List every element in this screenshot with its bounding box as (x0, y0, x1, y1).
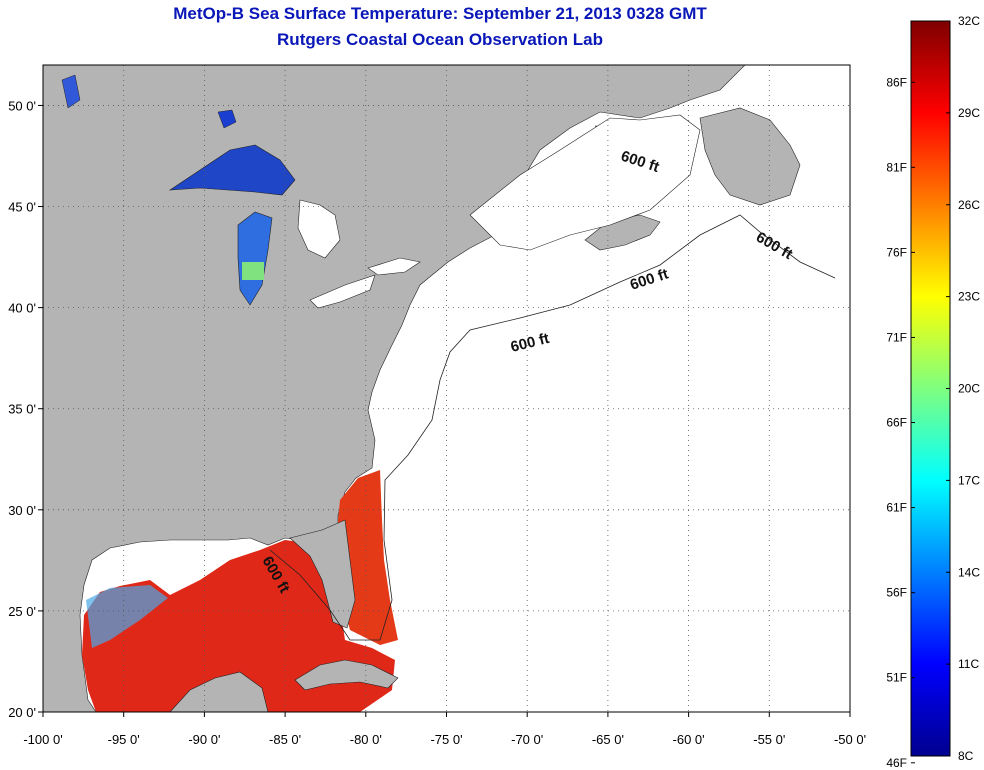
land-florida (289, 519, 356, 629)
colorbar-label-fahrenheit: 61F (886, 501, 907, 515)
colorbar-label-celsius: 20C (958, 382, 980, 396)
lake-huron (297, 199, 341, 259)
map-subtitle: Rutgers Coastal Ocean Observation Lab (277, 30, 603, 49)
y-tick-label: 25 0' (8, 604, 36, 619)
map-title: MetOp-B Sea Surface Temperature: Septemb… (173, 4, 707, 23)
contour-600ft (269, 214, 836, 641)
y-tick-label: 30 0' (8, 503, 36, 518)
land-north-america (43, 65, 746, 712)
lake-michigan-sst (237, 211, 273, 306)
colorbar-label-fahrenheit: 51F (886, 671, 907, 685)
lake-michigan-warm-patch (242, 262, 264, 280)
x-tick-label: -100 0' (23, 732, 62, 747)
y-tick-label: 45 0' (8, 200, 36, 215)
colorbar-label-celsius: 8C (958, 749, 974, 763)
colorbar-label-celsius: 14C (958, 565, 980, 579)
colorbar (910, 20, 951, 757)
y-tick-label: 20 0' (8, 705, 36, 720)
colorbar-label-fahrenheit: 81F (886, 160, 907, 174)
lake-ontario (367, 257, 421, 276)
colorbar-label-celsius: 11C (958, 657, 979, 671)
land-yucatan (169, 671, 269, 712)
x-tick-label: -90 0' (188, 732, 220, 747)
colorbar-label-celsius: 17C (958, 473, 980, 487)
x-tick-label: -65 0' (592, 732, 624, 747)
x-tick-label: -60 0' (673, 732, 705, 747)
y-tick-label: 35 0' (8, 402, 36, 417)
colorbar-label-fahrenheit: 56F (886, 586, 907, 600)
x-tick-label: -85 0' (269, 732, 301, 747)
land-cuba (294, 659, 399, 691)
x-tick-label: -50 0' (834, 732, 866, 747)
x-tick-label: -95 0' (108, 732, 140, 747)
colorbar-label-celsius: 26C (958, 198, 980, 212)
colorbar-label-fahrenheit: 76F (886, 245, 907, 259)
colorbar-label-fahrenheit: 86F (886, 75, 907, 89)
colorbar-label-celsius: 23C (958, 290, 980, 304)
lake-nipigon-sst (217, 109, 237, 129)
colorbar-label-celsius: 32C (958, 14, 980, 28)
colorbar-labels: 32C 29C 26C 23C 20C 17C 14C 11C 8C 86F 81F 76F 71F 66… (886, 14, 980, 770)
x-tick-label: -75 0' (430, 732, 462, 747)
colorbar-label-fahrenheit: 66F (886, 416, 907, 430)
x-tick-label: -80 0' (350, 732, 382, 747)
latitude-axis: 50 0' 45 0' 40 0' 35 0' 30 0' 25 0' 20 0' (8, 98, 43, 720)
gulf-cool-patch (86, 585, 168, 648)
colorbar-label-fahrenheit: 71F (886, 330, 907, 344)
gulf-st-lawrence (469, 114, 701, 251)
x-tick-label: -55 0' (753, 732, 785, 747)
y-tick-label: 50 0' (8, 98, 36, 113)
longitude-axis: -100 0' -95 0' -90 0' -85 0' -80 0' -75 0' -70… (23, 712, 866, 747)
land-newfoundland (699, 107, 801, 206)
lake-winnipeg-sst (61, 74, 81, 109)
x-tick-label: -70 0' (511, 732, 543, 747)
y-tick-label: 40 0' (8, 301, 36, 316)
colorbar-label-fahrenheit: 46F (886, 756, 907, 770)
colorbar-label-celsius: 29C (958, 106, 980, 120)
lake-superior-sst (168, 144, 296, 196)
